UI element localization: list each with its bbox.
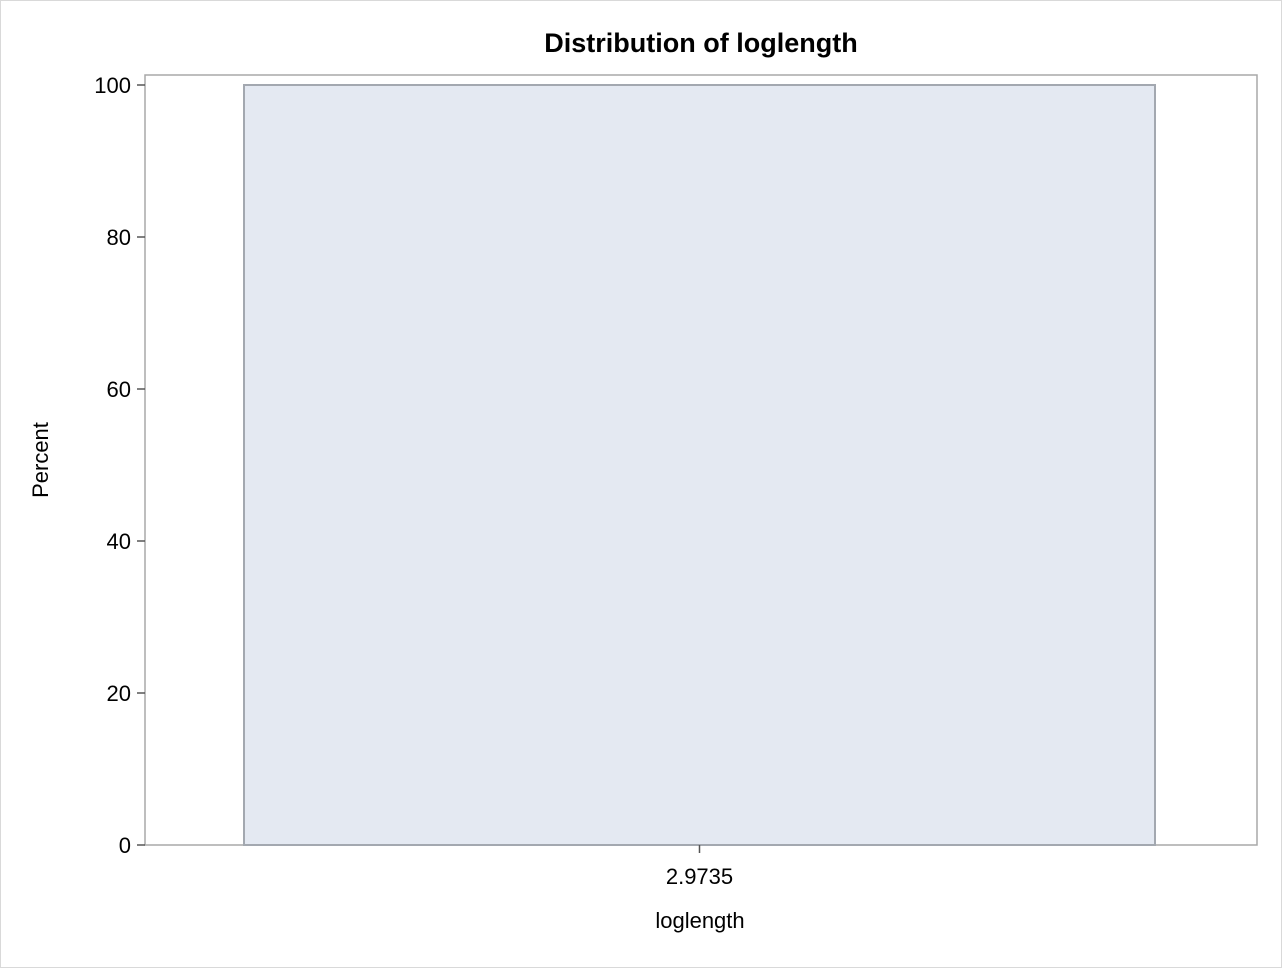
- y-tick-label: 100: [94, 73, 131, 98]
- x-axis-label: loglength: [655, 908, 744, 933]
- y-tick-label: 80: [107, 225, 131, 250]
- y-tick-label: 20: [107, 681, 131, 706]
- x-tick-label: 2.9735: [666, 864, 733, 889]
- x-axis: 2.9735: [666, 845, 733, 889]
- histogram-bar: [243, 84, 1156, 846]
- y-tick-label: 0: [119, 833, 131, 858]
- y-tick-label: 60: [107, 377, 131, 402]
- y-axis-label: Percent: [28, 422, 53, 498]
- y-axis: 0 20 40 60 80 100: [94, 73, 145, 858]
- chart-title: Distribution of loglength: [544, 28, 857, 58]
- bars-group: [243, 84, 1156, 846]
- y-tick-label: 40: [107, 529, 131, 554]
